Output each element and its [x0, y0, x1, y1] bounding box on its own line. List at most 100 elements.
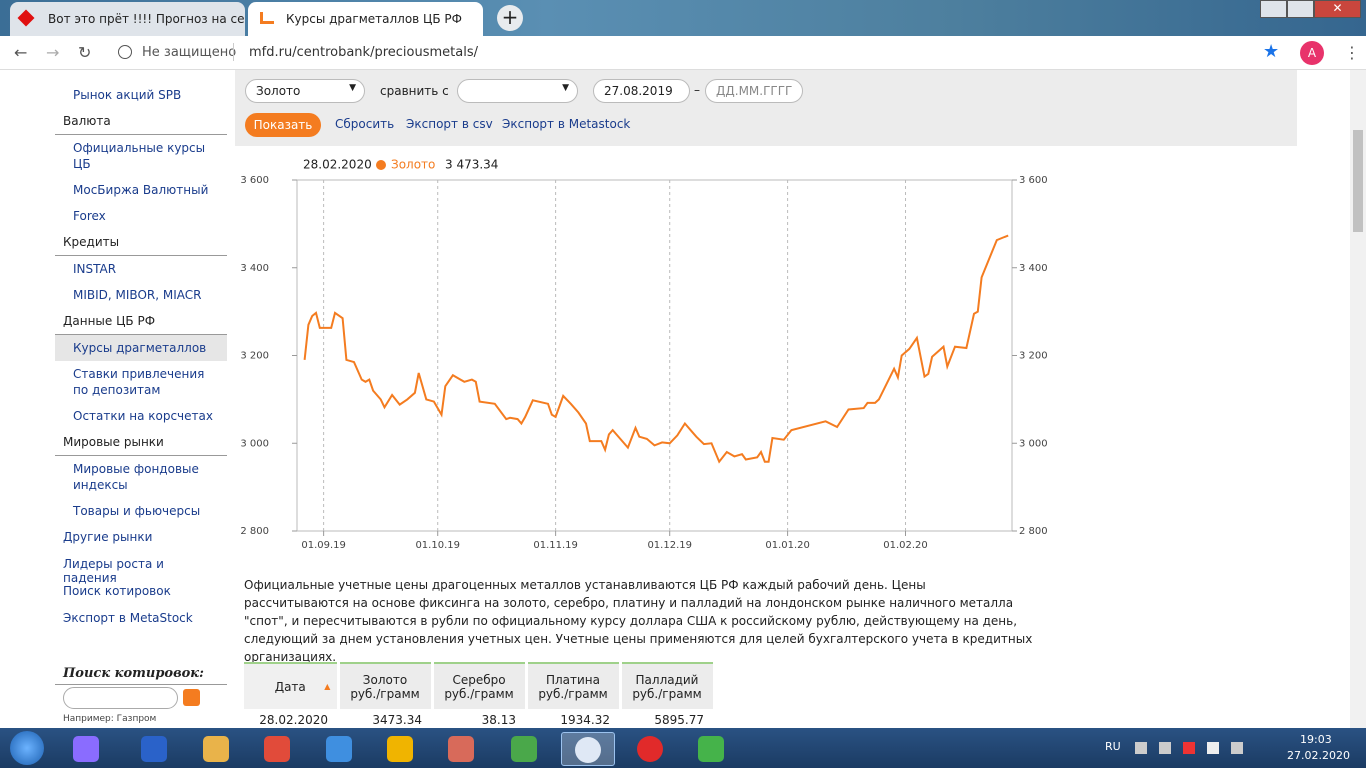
- info-icon[interactable]: [118, 45, 132, 59]
- taskbar-icon[interactable]: [128, 732, 182, 766]
- y-tick-label: 3 600: [240, 175, 269, 186]
- taskbar-icon[interactable]: [561, 732, 615, 766]
- icon-glyph: [326, 736, 352, 762]
- reload-button[interactable]: ↻: [78, 43, 92, 62]
- search-button[interactable]: [183, 689, 200, 706]
- table-cell: 5895.77: [654, 713, 704, 727]
- taskbar-icon[interactable]: [435, 732, 489, 766]
- new-tab-button[interactable]: +: [497, 5, 523, 31]
- tab[interactable]: Вот это прёт !!!! Прогноз на сез: [10, 2, 245, 36]
- tray-icon[interactable]: [1135, 742, 1147, 754]
- tab-strip: Вот это прёт !!!! Прогноз на сез Курсы д…: [0, 0, 1366, 36]
- compare-label: сравнить с: [380, 84, 449, 98]
- tray-icon[interactable]: [1231, 742, 1243, 754]
- taskbar-icon[interactable]: [374, 732, 428, 766]
- taskbar-icon[interactable]: [498, 732, 552, 766]
- menu-button[interactable]: ⋮: [1344, 43, 1360, 62]
- sidebar-link[interactable]: Мировые фондовые индексы: [73, 462, 199, 492]
- table-body: 28.02.2020 3473.34 38.13 1934.32 5895.77: [244, 709, 714, 731]
- forward-button[interactable]: →: [46, 43, 60, 62]
- sidebar-link[interactable]: МосБиржа Валютный: [73, 183, 209, 197]
- x-tick-label: 01.10.19: [415, 540, 460, 551]
- y-tick-label: 3 200: [240, 351, 269, 362]
- minimize-button[interactable]: [1260, 0, 1287, 18]
- sidebar-link[interactable]: Рынок акций SPB: [73, 88, 182, 102]
- taskbar-icon[interactable]: [251, 732, 305, 766]
- tray-icon[interactable]: [1159, 742, 1171, 754]
- icon-glyph: [698, 736, 724, 762]
- sidebar-link[interactable]: INSTAR: [73, 262, 117, 276]
- legend-marker: [376, 160, 386, 170]
- sidebar-link[interactable]: Официальные курсы ЦБ: [73, 141, 206, 171]
- legend-label: Золото: [391, 158, 435, 172]
- url[interactable]: mfd.ru/centrobank/preciousmetals/: [249, 45, 478, 60]
- divider: [233, 43, 234, 61]
- sidebar-heading: Мировые рынки: [55, 429, 227, 456]
- y2-tick-label: 3 400: [1019, 263, 1048, 274]
- column-unit: руб./грамм: [350, 686, 420, 701]
- search-input[interactable]: [63, 687, 178, 709]
- csv-link[interactable]: Экспорт в csv: [406, 117, 493, 131]
- y-tick-label: 3 000: [240, 438, 269, 449]
- taskbar-icon[interactable]: [313, 732, 367, 766]
- metastock-link[interactable]: Экспорт в Metastock: [502, 117, 631, 131]
- y2-tick-label: 3 600: [1019, 175, 1048, 186]
- close-button[interactable]: ✕: [1314, 0, 1361, 18]
- y-tick-label: 3 400: [240, 263, 269, 274]
- sidebar-link[interactable]: Курсы драгметаллов: [55, 335, 227, 361]
- maximize-button[interactable]: [1287, 0, 1314, 18]
- start-button[interactable]: [10, 731, 44, 765]
- table-row: 28.02.2020 3473.34 38.13 1934.32 5895.77: [244, 709, 714, 731]
- sidebar-link[interactable]: Товары и фьючерсы: [73, 504, 201, 518]
- plot-frame: [296, 179, 1013, 532]
- column-header[interactable]: Золото руб./грамм: [338, 662, 434, 709]
- sidebar-link[interactable]: Остатки на корсчетах: [73, 409, 213, 423]
- clock-time[interactable]: 19:03: [1300, 733, 1332, 746]
- date-from[interactable]: 27.08.2019: [593, 79, 690, 103]
- metal-select[interactable]: Золото ▼: [245, 79, 365, 103]
- language[interactable]: RU: [1105, 740, 1121, 753]
- sidebar-heading: Данные ЦБ РФ: [55, 308, 227, 335]
- taskbar-icon[interactable]: [624, 732, 678, 766]
- tab-title: Вот это прёт !!!! Прогноз на сез: [48, 12, 245, 26]
- sidebar-link[interactable]: Лидеры роста и падения: [63, 557, 164, 585]
- sidebar-link[interactable]: Ставки привлечения по депозитам: [73, 367, 205, 397]
- sidebar-link[interactable]: Экспорт в MetaStock: [63, 611, 193, 625]
- y2-tick-label: 3 000: [1019, 438, 1048, 449]
- sidebar-link[interactable]: MIBID, MIBOR, MIACR: [73, 288, 202, 302]
- reset-link[interactable]: Сбросить: [335, 117, 395, 131]
- tab[interactable]: Курсы драгметаллов ЦБ РФ: [248, 2, 483, 36]
- column-header[interactable]: Палладий руб./грамм: [620, 662, 716, 709]
- show-button[interactable]: Показать: [245, 113, 321, 137]
- date-to[interactable]: ДД.ММ.ГГГГ: [705, 79, 803, 103]
- search-hint: Например: Газпром: [63, 714, 157, 724]
- tray-icon[interactable]: [1207, 742, 1219, 754]
- scrollbar[interactable]: [1350, 70, 1366, 728]
- taskbar-icon[interactable]: [190, 732, 244, 766]
- sidebar-link[interactable]: Forex: [73, 209, 106, 223]
- bookmark-star[interactable]: ★: [1263, 41, 1280, 62]
- scroll-thumb[interactable]: [1353, 130, 1363, 232]
- profile-avatar[interactable]: A: [1300, 41, 1324, 65]
- taskbar-icon[interactable]: [685, 732, 739, 766]
- compare-select[interactable]: ▼: [457, 79, 578, 103]
- column-header[interactable]: Дата ▲: [244, 662, 340, 709]
- icon-glyph: [575, 737, 601, 763]
- icon-glyph: [141, 736, 167, 762]
- column-unit: руб./грамм: [444, 686, 514, 701]
- sidebar: Рынок акций SPB Валюта Официальные курсы Ц…: [55, 82, 227, 632]
- sidebar-link[interactable]: Поиск котировок: [63, 584, 171, 598]
- clock-date[interactable]: 27.02.2020: [1287, 749, 1350, 762]
- column-header[interactable]: Серебро руб./грамм: [432, 662, 528, 709]
- taskbar-icon[interactable]: [60, 732, 114, 766]
- table-head: Дата ▲ Золото руб./грамм Серебро руб./грамм Пл…: [244, 662, 716, 709]
- table-cell: 3473.34: [372, 713, 422, 727]
- table-cell: 28.02.2020: [259, 713, 328, 727]
- column-name: Платина: [545, 672, 601, 687]
- table-cell: 1934.32: [560, 713, 610, 727]
- sidebar-link[interactable]: Другие рынки: [63, 530, 153, 544]
- column-header[interactable]: Платина руб./грамм: [526, 662, 622, 709]
- back-button[interactable]: ←: [14, 43, 28, 62]
- tray-icon[interactable]: [1183, 742, 1195, 754]
